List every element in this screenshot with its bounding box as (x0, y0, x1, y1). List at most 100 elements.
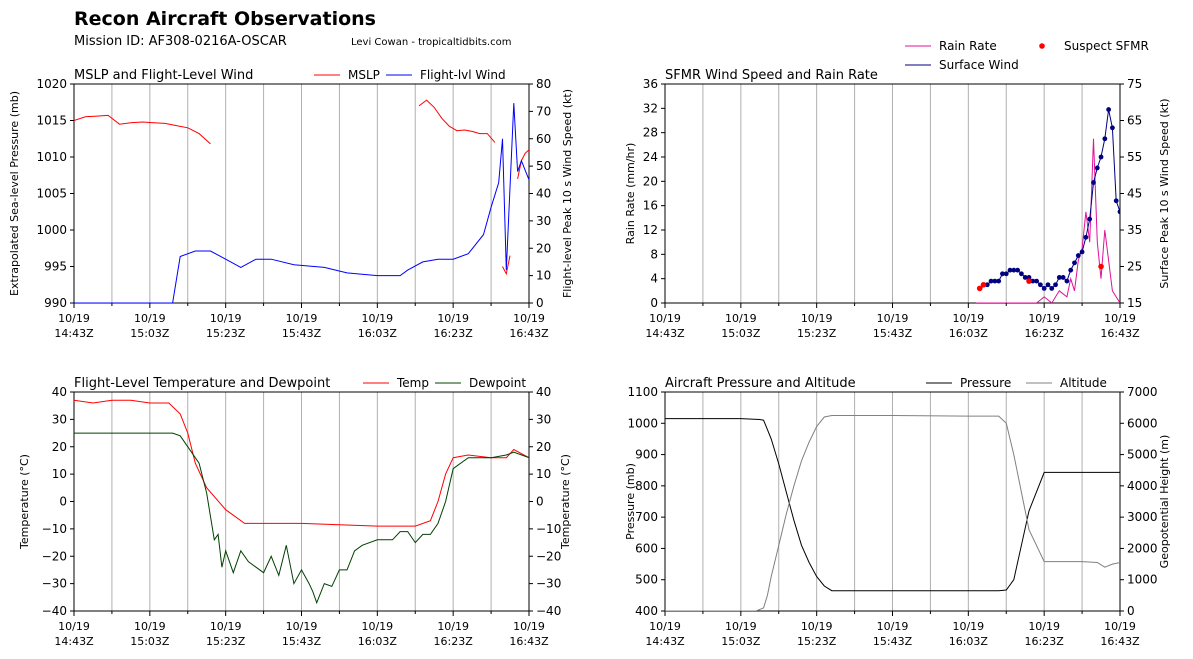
y2-tick-label: 10 (536, 269, 551, 283)
x-tick-label-time: 16:43Z (509, 635, 549, 648)
data-point-surface-wind (1034, 278, 1039, 284)
data-point-surface-wind (1110, 125, 1115, 131)
data-point-surface-wind (1045, 282, 1051, 288)
y2-tick-label: 30 (536, 214, 551, 228)
x-tick-label-date: 10/19 (361, 620, 393, 633)
y-tick-label: 0 (59, 495, 67, 509)
x-tick-label-time: 16:43Z (509, 327, 549, 340)
y-tick-label: 900 (635, 448, 658, 462)
y2-tick-label: −20 (536, 549, 561, 563)
x-tick-label-time: 16:23Z (434, 635, 474, 648)
x-tick-label-date: 10/19 (952, 312, 984, 325)
series-line-temp (74, 399, 529, 527)
x-tick-label-time: 16:43Z (1100, 635, 1140, 648)
x-tick-label-time: 16:03Z (358, 327, 398, 340)
data-point-surface-wind (1056, 275, 1062, 280)
y2-tick-label: 55 (1127, 150, 1142, 164)
y2-axis-label: Flight-level Peak 10 s Wind Speed (kt) (561, 89, 574, 298)
y2-tick-label: 3000 (1127, 510, 1158, 524)
x-tick-label-time: 15:23Z (206, 635, 246, 648)
data-point-surface-wind (1091, 180, 1096, 185)
y-tick-label: 20 (643, 174, 658, 188)
x-tick-label-date: 10/19 (361, 312, 393, 325)
y-tick-label: 500 (635, 573, 658, 587)
x-tick-label-date: 10/19 (210, 312, 242, 325)
data-point-surface-wind (984, 282, 990, 288)
y2-tick-label: 0 (536, 296, 544, 310)
data-point-surface-wind (1087, 216, 1093, 222)
x-tick-label-date: 10/19 (286, 312, 318, 325)
legend-label: Rain Rate (939, 39, 997, 53)
y-axis-label: Temperature (°C) (18, 454, 31, 550)
series-line-mslp (74, 114, 211, 145)
y-tick-label: 10 (52, 467, 67, 481)
legend-label: Altitude (1060, 376, 1107, 390)
data-point-surface-wind (1072, 260, 1077, 266)
data-point-surface-wind (1068, 267, 1074, 273)
x-tick-label-date: 10/19 (1104, 312, 1136, 325)
data-point-surface-wind (1041, 286, 1047, 291)
panel-mslp-wind: MSLP and Flight-Level Wind 10/19 14:43Z 10… (8, 68, 574, 340)
x-tick-label-time: 16:23Z (1025, 327, 1065, 340)
y-tick-label: −40 (42, 604, 67, 618)
y2-tick-label: 30 (536, 412, 551, 426)
y2-tick-label: 45 (1127, 187, 1142, 201)
y-axis-label: Pressure (mb) (624, 463, 637, 540)
x-tick-label-date: 10/19 (725, 312, 757, 325)
x-tick-label-time: 15:43Z (282, 327, 322, 340)
data-point-surface-wind (1030, 278, 1036, 284)
y-tick-label: 1015 (36, 114, 67, 128)
x-tick-label-date: 10/19 (649, 312, 681, 325)
x-tick-label-date: 10/19 (801, 312, 833, 325)
y-tick-label: −20 (42, 549, 67, 563)
data-point-surface-wind (1094, 165, 1100, 171)
y-tick-label: 990 (44, 296, 67, 310)
data-point-surface-wind (1106, 107, 1112, 112)
panel-title: Aircraft Pressure and Altitude (665, 376, 856, 391)
x-tick-label-date: 10/19 (437, 312, 469, 325)
y2-tick-label: 75 (1127, 77, 1142, 91)
y-tick-label: 1000 (627, 416, 658, 430)
x-tick-label-time: 15:03Z (721, 327, 761, 340)
plot-area (74, 399, 529, 605)
y-tick-label: 700 (635, 510, 658, 524)
data-point-surface-wind (996, 278, 1002, 284)
x-tick-label-time: 16:23Z (1025, 635, 1065, 648)
data-point-surface-wind (1037, 282, 1043, 288)
y2-tick-label: −10 (536, 522, 561, 536)
y-tick-label: 16 (643, 199, 658, 213)
x-tick-label-date: 10/19 (513, 620, 545, 633)
x-tick-label-time: 16:03Z (358, 635, 398, 648)
y2-tick-label: 60 (536, 132, 551, 146)
legend-label: Temp (396, 376, 429, 390)
panel-title: Flight-Level Temperature and Dewpoint (74, 376, 330, 391)
legend-label: Flight-lvl Wind (420, 68, 506, 82)
x-tick-label-time: 14:43Z (645, 635, 685, 648)
x-tick-label-date: 10/19 (649, 620, 681, 633)
y-tick-label: 600 (635, 541, 658, 555)
x-tick-label-date: 10/19 (877, 620, 909, 633)
data-point-surface-wind (1098, 154, 1104, 160)
y2-tick-label: 35 (1127, 223, 1142, 237)
y2-tick-label: 5000 (1127, 448, 1158, 462)
legend-marker (1039, 43, 1045, 49)
y-axis-label: Rain Rate (mm/hr) (624, 143, 637, 245)
x-tick-label-time: 14:43Z (54, 635, 94, 648)
legend-label: MSLP (348, 68, 380, 82)
y2-tick-label: 20 (536, 241, 551, 255)
y2-tick-label: 1000 (1127, 573, 1158, 587)
y-tick-label: 1010 (36, 150, 67, 164)
data-point-surface-wind (1019, 271, 1024, 277)
legend-label: Pressure (960, 376, 1011, 390)
series-line-altitude (665, 415, 1120, 611)
data-point-suspect (1026, 278, 1032, 284)
plot-area (74, 99, 529, 303)
y-tick-label: 40 (52, 385, 67, 399)
y2-tick-label: 15 (1127, 296, 1142, 310)
data-point-surface-wind (1113, 198, 1119, 204)
credit-text: Levi Cowan - tropicaltidbits.com (351, 37, 511, 48)
y2-tick-label: 20 (536, 440, 551, 454)
x-tick-label-time: 16:23Z (434, 327, 474, 340)
y2-tick-label: 50 (536, 159, 551, 173)
